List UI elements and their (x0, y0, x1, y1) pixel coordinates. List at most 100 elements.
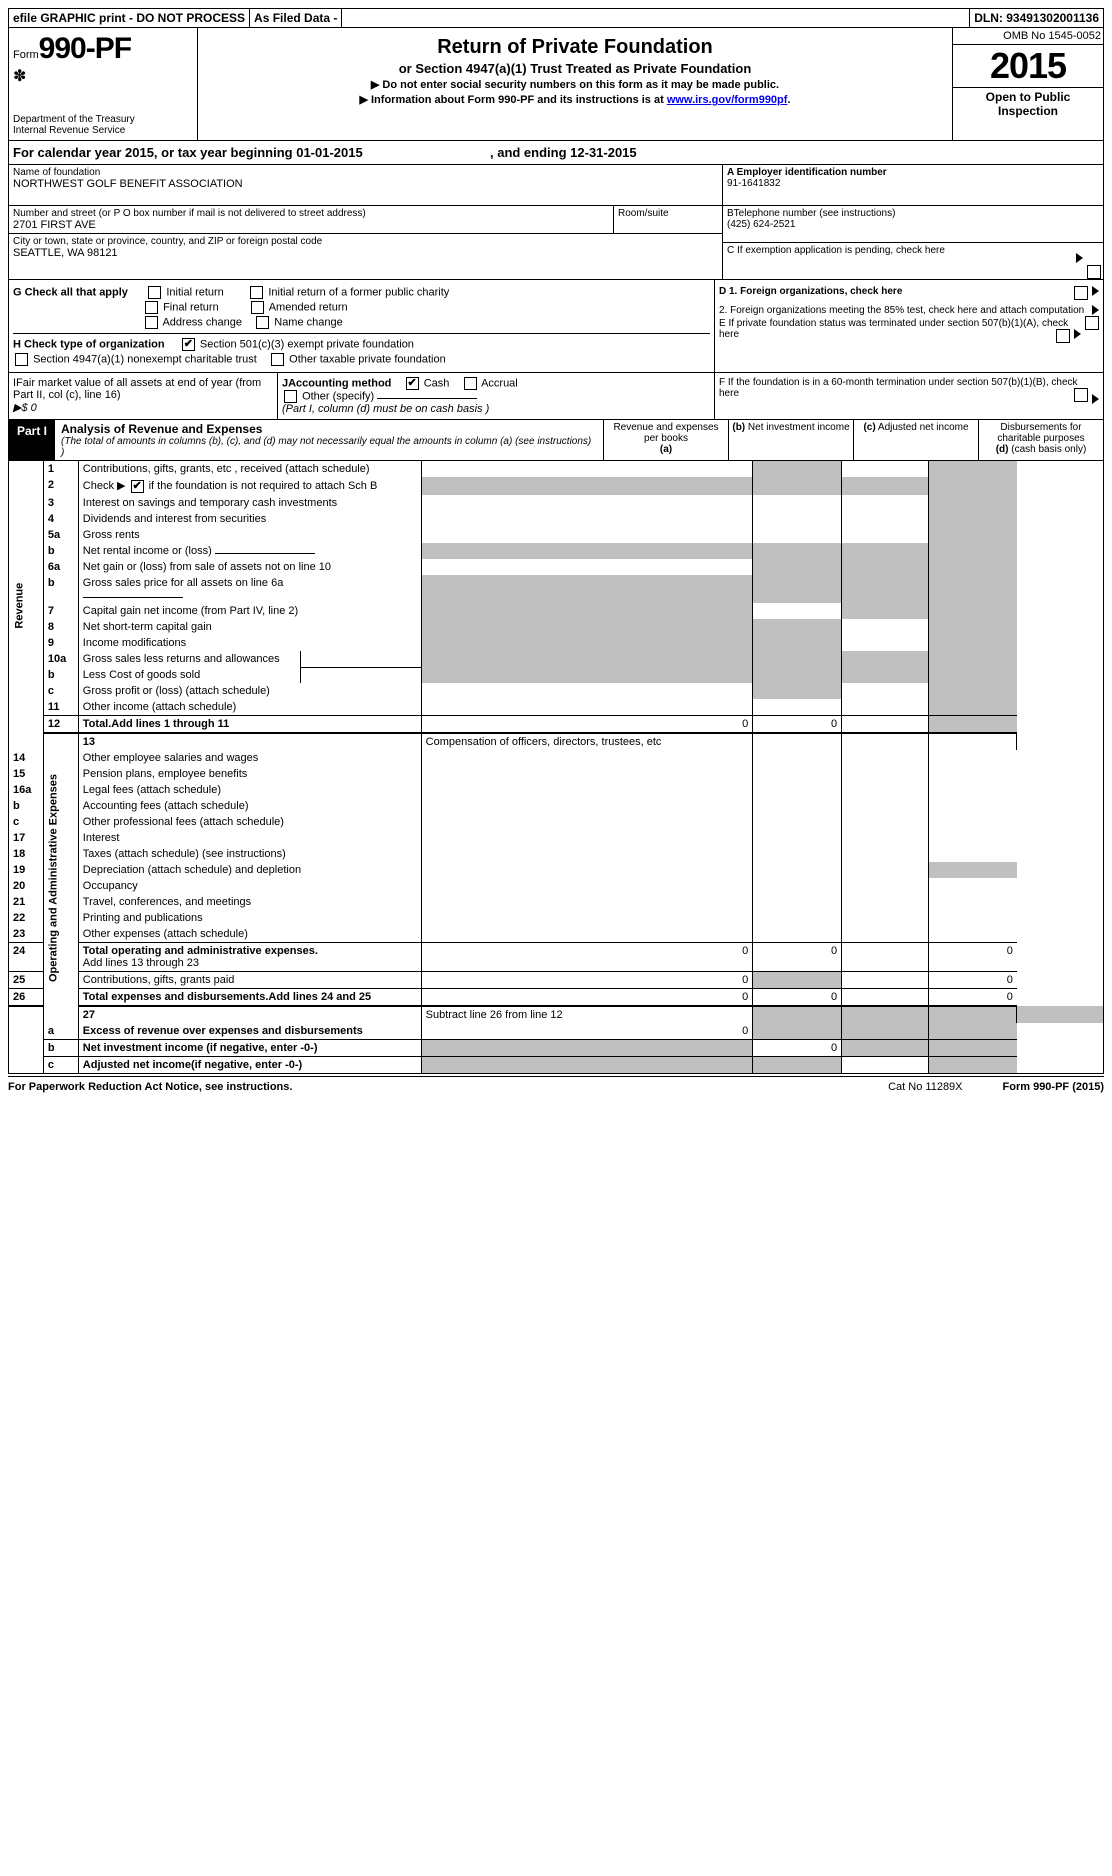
sub-title: or Section 4947(a)(1) Trust Treated as P… (204, 61, 946, 76)
revenue-label: Revenue (9, 461, 44, 750)
col-d-head: Disbursements for charitable purposes(d)… (978, 420, 1103, 460)
chk-foreign[interactable] (1074, 286, 1088, 300)
line-18: Taxes (attach schedule) (see instruction… (78, 846, 421, 862)
line-17: Interest (78, 830, 421, 846)
h-label: H Check type of organization (13, 338, 165, 350)
expenses-label: Operating and Administrative Expenses (43, 733, 78, 1023)
line-7: Capital gain net income (from Part IV, l… (78, 603, 421, 619)
line-22: Printing and publications (78, 910, 421, 926)
footer: For Paperwork Reduction Act Notice, see … (8, 1076, 1104, 1097)
line-9: Income modifications (78, 635, 421, 651)
chk-initial-former[interactable] (250, 286, 263, 299)
form-header: Form990-PF ✽ Department of the Treasury … (8, 28, 1104, 141)
chk-terminated[interactable] (1056, 329, 1070, 343)
cat-no: Cat No 11289X (888, 1081, 962, 1093)
j-cash: Cash (424, 377, 450, 389)
line-1: Contributions, gifts, grants, etc , rece… (78, 461, 421, 477)
d2-label: 2. Foreign organizations meeting the 85%… (719, 305, 1084, 316)
j-accrual: Accrual (481, 377, 518, 389)
ein-val: 91-1641832 (727, 178, 1099, 189)
main-table: Revenue 1 Contributions, gifts, grants, … (8, 461, 1104, 1074)
g-label: G Check all that apply (13, 286, 128, 298)
val-24b: 0 (753, 942, 842, 971)
exemption-checkbox[interactable] (1087, 265, 1101, 279)
h3: Other taxable private foundation (289, 353, 446, 365)
room-label: Room/suite (618, 208, 718, 219)
line-19: Depreciation (attach schedule) and deple… (78, 862, 421, 878)
line-6b: Gross sales price for all assets on line… (83, 577, 284, 589)
line-26: Total expenses and disbursements.Add lin… (78, 988, 421, 1006)
chk-initial[interactable] (148, 286, 161, 299)
irs-label: Internal Revenue Service (13, 125, 193, 136)
col-a-head: Revenue and expenses per books(a) (603, 420, 728, 460)
d1-label: D 1. Foreign organizations, check here (719, 286, 902, 297)
val-26d: 0 (928, 988, 1017, 1006)
line-10a: Gross sales less returns and allowances (83, 653, 280, 665)
main-title: Return of Private Foundation (204, 36, 946, 59)
exemption-label: C If exemption application is pending, c… (727, 245, 945, 256)
cal-begin: For calendar year 2015, or tax year begi… (13, 145, 363, 160)
val-24a: 0 (421, 942, 753, 971)
info-grid: Name of foundation NORTHWEST GOLF BENEFI… (8, 165, 1104, 280)
chk-other-acct[interactable] (284, 390, 297, 403)
e-label: E If private foundation status was termi… (719, 318, 1068, 340)
as-filed-label: As Filed Data - (250, 9, 342, 27)
chk-501c3[interactable]: ✔ (182, 338, 195, 351)
col-c-head: (c) Adjusted net income (853, 420, 978, 460)
chk-other-tax[interactable] (271, 353, 284, 366)
line-25: Contributions, gifts, grants paid (78, 971, 421, 988)
chk-4947[interactable] (15, 353, 28, 366)
chk-60month[interactable] (1074, 388, 1088, 402)
line-16c: Other professional fees (attach schedule… (78, 814, 421, 830)
line-23: Other expenses (attach schedule) (78, 926, 421, 943)
i-label: IFair market value of all assets at end … (13, 377, 261, 401)
tel-val: (425) 624-2521 (727, 219, 1099, 230)
i-val: ▶$ 0 (13, 402, 37, 414)
line-24: Total operating and administrative expen… (83, 945, 318, 957)
val-12b: 0 (753, 715, 842, 733)
part1-header: Part I Analysis of Revenue and Expenses … (8, 420, 1104, 461)
val-27a: 0 (421, 1023, 753, 1040)
top-bar: efile GRAPHIC print - DO NOT PROCESS As … (8, 8, 1104, 28)
chk-cash[interactable]: ✔ (406, 377, 419, 390)
line-8: Net short-term capital gain (78, 619, 421, 635)
chk-final[interactable] (145, 301, 158, 314)
part1-title: Analysis of Revenue and Expenses (61, 422, 262, 436)
line-27: Subtract line 26 from line 12 (421, 1006, 753, 1023)
efile-notice: efile GRAPHIC print - DO NOT PROCESS (9, 9, 250, 27)
cal-end: , and ending 12-31-2015 (490, 145, 637, 160)
city-label: City or town, state or province, country… (13, 236, 718, 247)
line-3: Interest on savings and temporary cash i… (78, 495, 421, 511)
form-number: 990-PF (39, 32, 131, 65)
line-6a: Net gain or (loss) from sale of assets n… (78, 559, 421, 575)
chk-name-change[interactable] (256, 316, 269, 329)
g4: Amended return (269, 301, 348, 313)
line-16b: Accounting fees (attach schedule) (78, 798, 421, 814)
g6: Name change (274, 316, 343, 328)
instr-info: ▶ Information about Form 990-PF and its … (204, 93, 946, 106)
g5: Address change (162, 316, 242, 328)
chk-accrual[interactable] (464, 377, 477, 390)
val-24d: 0 (928, 942, 1017, 971)
val-25a: 0 (421, 971, 753, 988)
check-section: G Check all that apply Initial return In… (8, 280, 1104, 373)
calendar-year-row: For calendar year 2015, or tax year begi… (8, 141, 1104, 165)
line-11: Other income (attach schedule) (78, 699, 421, 716)
instr-info-b: . (787, 94, 790, 106)
chk-schb[interactable]: ✔ (131, 480, 144, 493)
form-id: Form 990-PF (2015) (1003, 1081, 1104, 1093)
line-5b: Net rental income or (loss) (83, 545, 212, 557)
paperwork-notice: For Paperwork Reduction Act Notice, see … (8, 1081, 292, 1093)
addr-label: Number and street (or P O box number if … (13, 208, 609, 219)
instr-link[interactable]: www.irs.gov/form990pf (667, 94, 788, 106)
line-5a: Gross rents (78, 527, 421, 543)
line-12: Total.Add lines 1 through 11 (78, 715, 421, 733)
line-20: Occupancy (78, 878, 421, 894)
line-2b: if the foundation is not required to att… (149, 480, 378, 492)
chk-addr-change[interactable] (145, 316, 158, 329)
instr-ssn: ▶ Do not enter social security numbers o… (204, 78, 946, 91)
val-27b: 0 (753, 1039, 842, 1056)
line-4: Dividends and interest from securities (78, 511, 421, 527)
chk-amended[interactable] (251, 301, 264, 314)
ijf-row: IFair market value of all assets at end … (8, 373, 1104, 420)
